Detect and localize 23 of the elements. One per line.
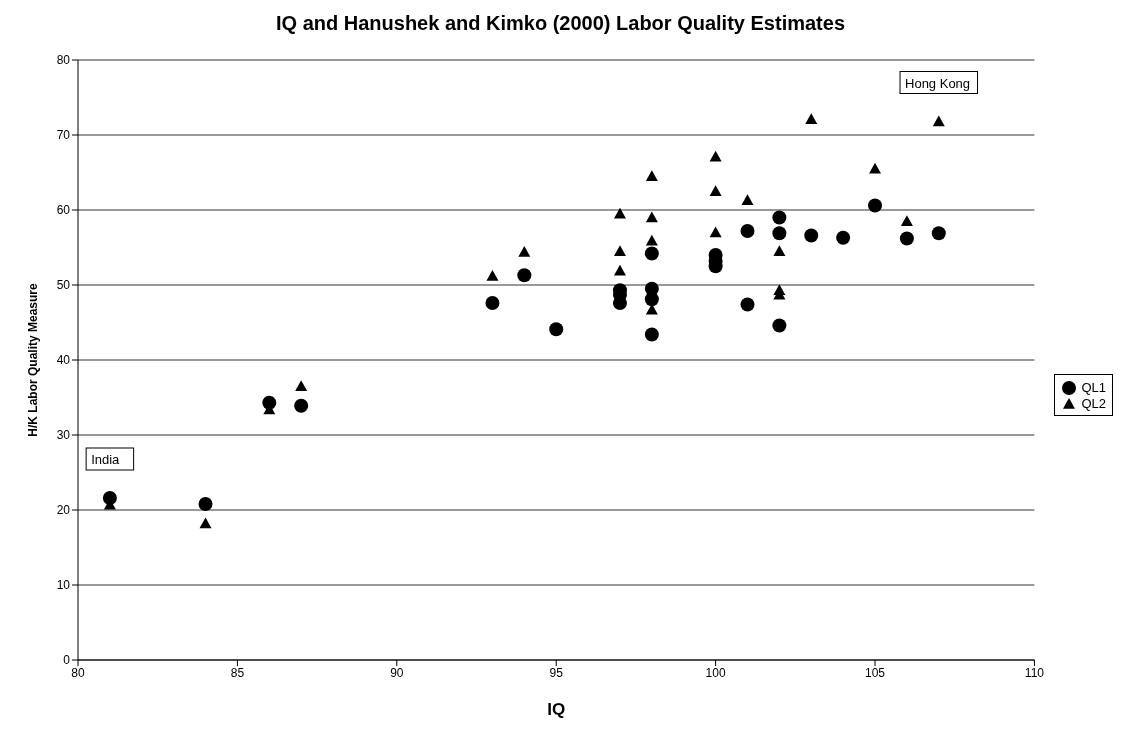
x-tick-label: 100 — [705, 665, 726, 680]
legend-label: QL1 — [1081, 379, 1106, 395]
y-tick-label: 60 — [56, 203, 71, 218]
x-tick-label: 80 — [71, 665, 85, 680]
y-axis-title: H/K Labor Quality Measure — [26, 282, 41, 437]
y-tick-label: 50 — [56, 278, 71, 293]
x-tick-label: 90 — [390, 665, 404, 680]
y-tick-label: 80 — [56, 53, 71, 68]
x-tick-label: 95 — [549, 665, 564, 680]
chart-title: IQ and Hanushek and Kimko (2000) Labor Quality Estimates — [274, 12, 846, 36]
y-tick-label: 40 — [56, 353, 71, 368]
annotation: Hong Kong — [905, 75, 971, 91]
y-tick-label: 30 — [56, 428, 71, 443]
y-tick-label: 10 — [56, 578, 71, 593]
y-tick-label: 20 — [56, 503, 71, 518]
legend-label: QL2 — [1081, 395, 1106, 411]
x-tick-label: 105 — [865, 665, 886, 680]
x-tick-label: 85 — [230, 665, 245, 680]
y-tick-label: 0 — [63, 653, 71, 668]
y-tick-label: 70 — [56, 128, 71, 143]
x-tick-label: 110 — [1024, 665, 1045, 680]
x-axis-title: IQ — [547, 700, 566, 719]
annotation: India — [91, 452, 121, 467]
